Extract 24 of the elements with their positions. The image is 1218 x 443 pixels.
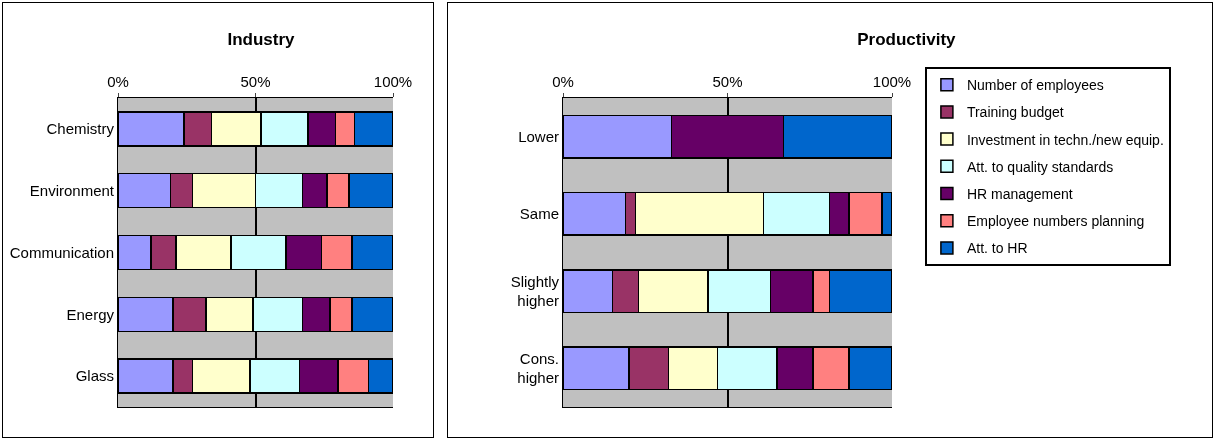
chart-title: Industry [227, 30, 296, 50]
y-tick-label: Glass [75, 367, 114, 385]
y-tick-label: Same [519, 205, 559, 223]
legend-label: Employee numbers planning [966, 213, 1145, 230]
y-tick-label: Communication [9, 243, 114, 261]
x-tick-label: 100% [373, 73, 413, 90]
legend-label: Investment in techn./new equip. [966, 131, 1164, 148]
y-tick-label: Cons. higher [517, 349, 559, 387]
x-tick-label: 50% [240, 73, 271, 90]
y-tick-label: Lower [518, 127, 559, 145]
x-tick-label: 0% [107, 73, 129, 90]
y-tick-label: Energy [66, 305, 115, 323]
chart-title: Productivity [857, 30, 957, 50]
y-tick-label: Environment [29, 181, 115, 199]
y-tick-label: Chemistry [46, 120, 115, 138]
legend-label: Training budget [966, 104, 1064, 121]
y-tick-label: Slightly higher [510, 272, 560, 310]
legend-label: Number of employees [966, 77, 1104, 94]
legend-label: Att. to HR [966, 240, 1028, 257]
legend-label: Att. to quality standards [966, 158, 1114, 175]
x-tick-label: 50% [712, 73, 743, 90]
legend-label: HR management [966, 185, 1073, 202]
x-tick-label: 100% [872, 73, 912, 90]
x-tick-label: 0% [552, 73, 574, 90]
